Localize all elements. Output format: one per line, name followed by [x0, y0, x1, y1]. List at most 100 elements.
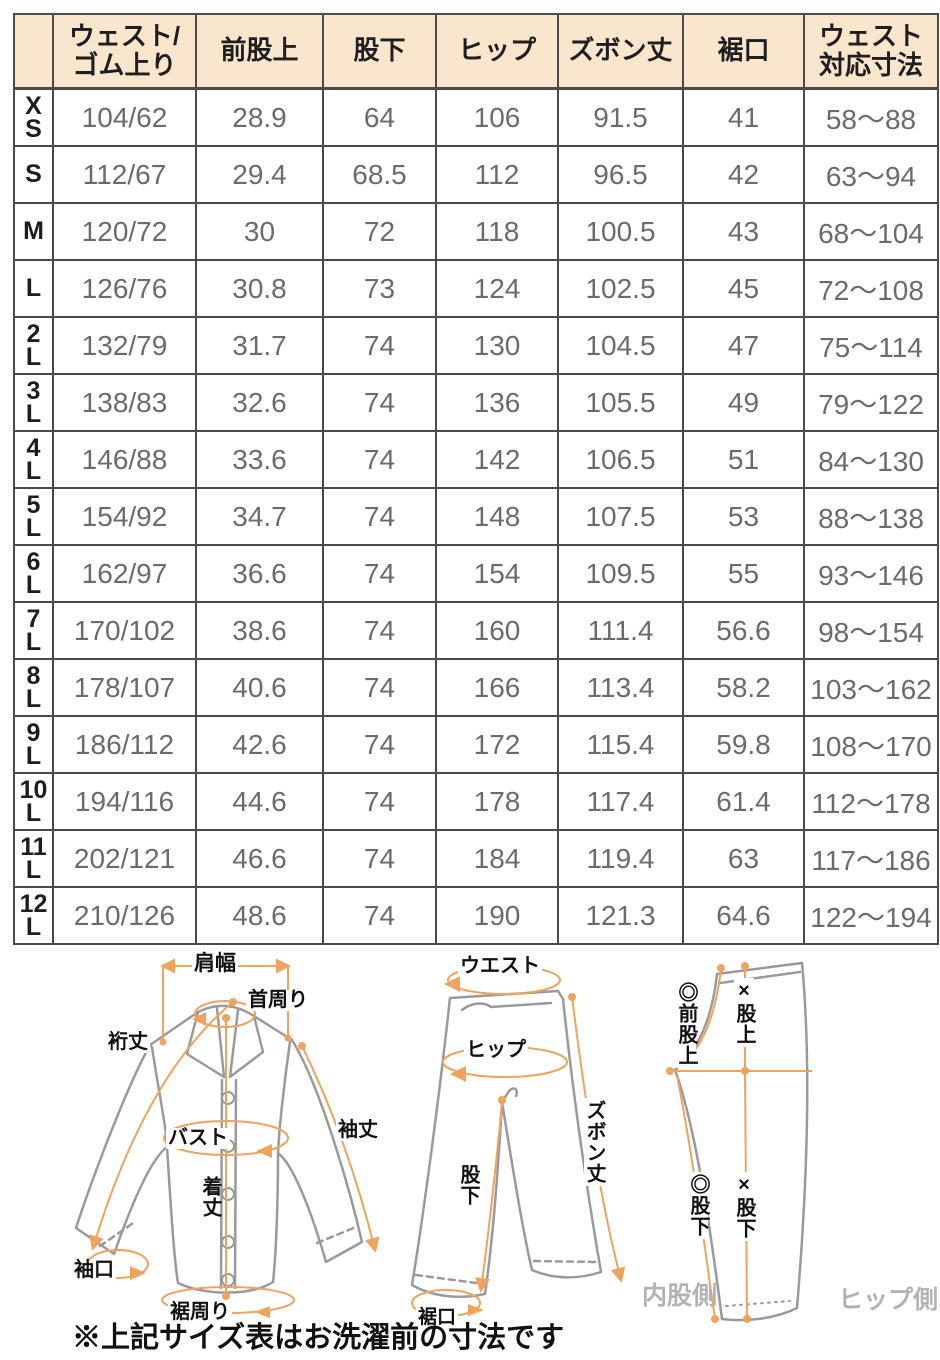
size-line: 4	[26, 433, 41, 462]
data-cell: 138/83	[52, 373, 197, 432]
data-cell: 43	[682, 202, 805, 261]
size-line: L	[25, 513, 42, 542]
size-line: 10	[19, 775, 48, 804]
data-cell: 79〜122	[803, 373, 939, 432]
data-cell: 142	[435, 430, 559, 489]
header-pants-length: ズボン丈	[557, 13, 684, 90]
data-cell: 186/112	[52, 715, 197, 774]
data-cell: 30	[195, 202, 324, 261]
data-cell: 29.4	[195, 145, 324, 204]
shirt-hem-around-label: 裾周り	[168, 1301, 232, 1323]
data-cell: 31.7	[195, 316, 324, 375]
data-cell: 136	[435, 373, 559, 432]
data-cell: 33.6	[195, 430, 324, 489]
size-line: L	[25, 627, 42, 656]
data-cell: 160	[435, 601, 559, 660]
data-cell: 148	[435, 487, 559, 546]
table-row: 10 L 194/116 44.6 74 178 117.4 61.4 112〜178	[13, 772, 939, 831]
shirt-bust-label: バスト	[166, 1127, 230, 1149]
pants-hip-label: ヒップ	[464, 1039, 528, 1061]
size-line: L	[25, 274, 42, 302]
data-cell: 104/62	[52, 87, 197, 147]
data-cell: 170/102	[52, 601, 197, 660]
size-line: X	[25, 91, 42, 120]
size-line: L	[25, 570, 42, 599]
pants-side-inseam-hip-label: ×股下	[733, 1172, 755, 1241]
table-row: 12 L 210/126 48.6 74 190 121.3 64.6 122〜194	[13, 886, 939, 945]
data-cell: 74	[322, 430, 437, 489]
data-cell: 124	[435, 259, 559, 318]
pants-side-outline	[673, 961, 809, 1322]
data-cell: 68.5	[322, 145, 437, 204]
pants-length-label: ズボン丈	[583, 1098, 605, 1186]
header-hip: ヒップ	[435, 13, 559, 90]
data-cell: 162/97	[52, 544, 197, 603]
data-cell: 74	[322, 544, 437, 603]
data-cell: 93〜146	[803, 544, 939, 603]
pants-side-measure-dots	[666, 962, 751, 1323]
header-waist-elastic: ウェスト/ゴム上り	[52, 13, 197, 90]
data-cell: 45	[682, 259, 805, 318]
table-row: 8 L 178/107 40.6 74 166 113.4 58.2 103〜162	[13, 658, 939, 717]
pants-side-hip-side-label: ヒップ側	[838, 1286, 939, 1314]
data-cell: 64.6	[682, 886, 805, 945]
data-cell: 154/92	[52, 487, 197, 546]
data-cell: 44.6	[195, 772, 324, 831]
size-line: M	[23, 217, 44, 245]
pants-side-rise-label: ×股上	[733, 978, 755, 1047]
data-cell: 75〜114	[803, 316, 939, 375]
size-line: 6	[26, 547, 41, 576]
size-line: L	[25, 855, 42, 884]
header-row: ウェスト/ゴム上り 前股上 股下 ヒップ ズボン丈 裾口 ウェスト 対応寸法	[13, 13, 939, 90]
shirt-body-length-label: 着丈	[199, 1174, 221, 1220]
size-line: 12	[19, 889, 48, 918]
data-cell: 210/126	[52, 886, 197, 945]
data-cell: 115.4	[557, 715, 684, 774]
table-row: 11 L 202/121 46.6 74 184 119.4 63 117〜186	[13, 829, 939, 888]
size-line: L	[25, 684, 42, 713]
data-cell: 113.4	[557, 658, 684, 717]
data-cell: 111.4	[557, 601, 684, 660]
data-cell: 190	[435, 886, 559, 945]
table-row: 3 L 138/83 32.6 74 136 105.5 49 79〜122	[13, 373, 939, 432]
data-cell: 112/67	[52, 145, 197, 204]
shirt-yuki-length-label: 裄丈	[106, 1031, 150, 1053]
size-line: L	[25, 912, 42, 941]
table-row: L 126/76 30.8 73 124 102.5 45 72〜108	[13, 259, 939, 318]
data-cell: 41	[682, 87, 805, 147]
data-cell: 104.5	[557, 316, 684, 375]
size-cell: 11 L	[13, 829, 54, 888]
size-line: L	[25, 798, 42, 827]
pants-front-measure-diagram: ウエスト ヒップ ズボン丈 股下 裾口	[400, 950, 680, 1330]
table-row: 7 L 170/102 38.6 74 160 111.4 56.6 98〜154	[13, 601, 939, 660]
data-cell: 28.9	[195, 87, 324, 147]
size-cell: M	[13, 202, 54, 261]
size-line: 2	[26, 319, 41, 348]
pants-hem-opening-label: 裾口	[416, 1307, 459, 1328]
data-cell: 105.5	[557, 373, 684, 432]
data-cell: 178	[435, 772, 559, 831]
data-cell: 102.5	[557, 259, 684, 318]
data-cell: 46.6	[195, 829, 324, 888]
pants-side-inner-side-label: 内股側	[642, 1282, 718, 1310]
data-cell: 112	[435, 145, 559, 204]
shirt-shoulder-width-label: 肩幅	[192, 952, 238, 976]
data-cell: 63〜94	[803, 145, 939, 204]
table-row: 9 L 186/112 42.6 74 172 115.4 59.8 108〜170	[13, 715, 939, 774]
data-cell: 36.6	[195, 544, 324, 603]
data-cell: 178/107	[52, 658, 197, 717]
data-cell: 74	[322, 772, 437, 831]
data-cell: 119.4	[557, 829, 684, 888]
pants-side-inseam-inner-label: ◎股下	[687, 1172, 709, 1239]
data-cell: 74	[322, 886, 437, 945]
pants-side-measure-diagram: ◎前股上 ×股上 ◎股下 ×股下 内股側 ヒップ側	[640, 950, 940, 1340]
data-cell: 42.6	[195, 715, 324, 774]
size-line: 8	[26, 661, 41, 690]
data-cell: 106	[435, 87, 559, 147]
table-row: X S 104/62 28.9 64 106 91.5 41 58〜88	[13, 87, 939, 147]
